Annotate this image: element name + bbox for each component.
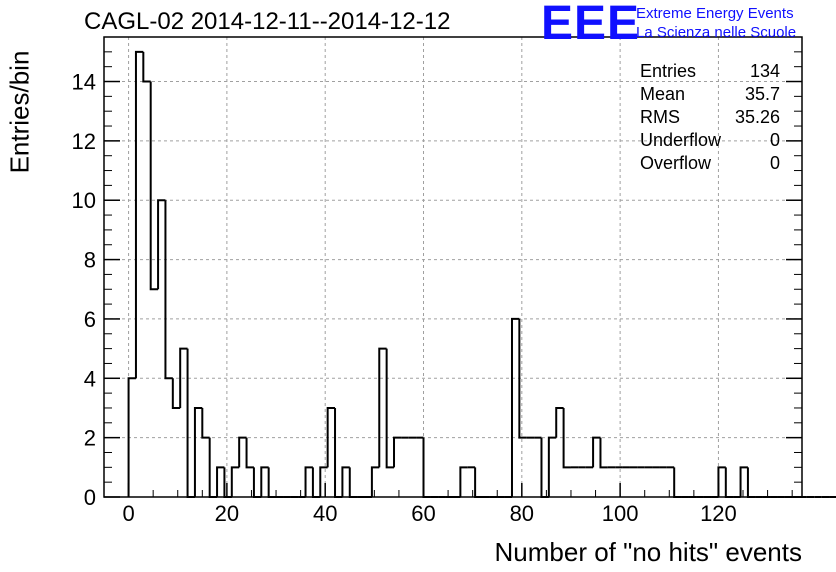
histogram-bin xyxy=(230,466,240,497)
eee-logo-line2: La Scienza nelle Scuole xyxy=(636,24,797,41)
eee-logo-line1: Extreme Energy Events xyxy=(636,5,794,22)
x-tick-label: 80 xyxy=(510,501,534,526)
histogram-bin xyxy=(562,407,571,469)
histogram-bin xyxy=(370,466,380,497)
stats-box: Entries 134 Mean 35.7 RMS 35.26 Underflo… xyxy=(640,60,780,175)
histogram-bin xyxy=(252,467,262,498)
x-tick-label: 40 xyxy=(313,501,337,526)
histogram-bin xyxy=(334,407,343,498)
histogram-bin xyxy=(311,467,321,498)
histogram-bin xyxy=(319,466,328,497)
y-tick-label: 0 xyxy=(84,485,96,510)
stats-value: 35.26 xyxy=(734,107,780,127)
y-tick-label: 6 xyxy=(84,307,96,332)
histogram-bin xyxy=(540,437,549,498)
axis-tick-labels: 0 20 40 60 80 100 120 0 2 4 6 8 10 12 14 xyxy=(72,70,737,526)
histogram-bin xyxy=(474,467,483,498)
stats-label: Underflow xyxy=(640,130,722,150)
stats-row-underflow: Underflow 0 xyxy=(640,129,780,152)
x-axis-label: Number of "no hits" events xyxy=(494,537,803,567)
histogram-bin xyxy=(717,466,726,497)
histogram-bin xyxy=(547,436,557,497)
stats-value: 0 xyxy=(769,130,780,150)
histogram-bin xyxy=(157,199,166,290)
y-tick-label: 14 xyxy=(72,70,96,95)
histogram-bin xyxy=(238,436,247,468)
histogram-bin xyxy=(127,377,136,497)
y-tick-label: 12 xyxy=(72,129,96,154)
histogram-bars xyxy=(127,50,836,498)
x-tick-label: 100 xyxy=(602,501,639,526)
axis-ticks xyxy=(103,36,802,498)
histogram-bin xyxy=(746,467,756,498)
histogram-bin xyxy=(724,467,734,498)
eee-logo: EEE xyxy=(541,0,641,50)
y-tick-label: 4 xyxy=(84,366,96,391)
grid xyxy=(104,37,802,498)
histogram-bin xyxy=(304,466,313,497)
y-axis-label: Entries/bin xyxy=(4,50,35,174)
stats-label: Mean xyxy=(640,84,686,104)
histogram-bin xyxy=(186,348,195,498)
histogram-bin xyxy=(378,347,387,468)
plot-frame xyxy=(103,36,803,498)
histogram-bin xyxy=(341,466,350,497)
histogram-bin xyxy=(142,51,151,83)
histogram-bin xyxy=(393,436,402,468)
stats-value: 35.7 xyxy=(744,84,780,104)
histogram-bin xyxy=(164,200,173,380)
histogram-bin xyxy=(326,406,336,468)
histogram-bin xyxy=(149,81,159,291)
histogram-bin xyxy=(385,348,395,469)
histogram-bin xyxy=(518,318,527,439)
histogram-bin xyxy=(592,436,601,468)
stats-label: RMS xyxy=(640,107,680,127)
y-tick-label: 2 xyxy=(84,426,96,451)
stats-row-mean: Mean 35.7 xyxy=(640,83,780,106)
x-tick-label: 60 xyxy=(411,501,435,526)
histogram-bin xyxy=(134,50,144,379)
histogram-bin xyxy=(422,437,431,498)
histogram-bin xyxy=(673,467,682,498)
histogram-bin xyxy=(555,406,564,438)
histogram-bin xyxy=(510,317,520,497)
y-tick-label: 8 xyxy=(84,248,96,273)
stats-label: Entries xyxy=(640,61,697,81)
chart-title: CAGL-02 2014-12-11--2014-12-12 xyxy=(84,8,451,35)
histogram-bin xyxy=(260,466,269,497)
stats-row-rms: RMS 35.26 xyxy=(640,106,780,129)
histogram-bin xyxy=(179,347,188,408)
histogram-bin xyxy=(599,437,608,469)
eee-logo-text: Extreme Energy Events La Scienza nelle S… xyxy=(636,4,796,42)
histogram-bin xyxy=(216,466,225,497)
histogram-bin xyxy=(267,467,277,498)
histogram-bin xyxy=(348,467,358,498)
stats-value: 134 xyxy=(749,61,780,81)
x-tick-label: 0 xyxy=(122,501,134,526)
x-tick-label: 20 xyxy=(215,501,239,526)
histogram-bin xyxy=(193,406,203,497)
histogram-bin xyxy=(245,437,254,469)
stats-label: Overflow xyxy=(640,153,712,173)
y-tick-label: 10 xyxy=(72,188,96,213)
stats-row-entries: Entries 134 xyxy=(640,60,780,83)
stats-row-overflow: Overflow 0 xyxy=(640,152,780,175)
histogram-bin xyxy=(459,466,468,497)
histogram-bin xyxy=(739,466,748,497)
histogram-bin xyxy=(208,437,218,498)
stats-value: 0 xyxy=(769,153,780,173)
histogram-bin xyxy=(171,378,181,409)
histogram-bin xyxy=(201,407,210,439)
histogram-bin xyxy=(223,467,232,498)
x-tick-label: 120 xyxy=(700,501,737,526)
